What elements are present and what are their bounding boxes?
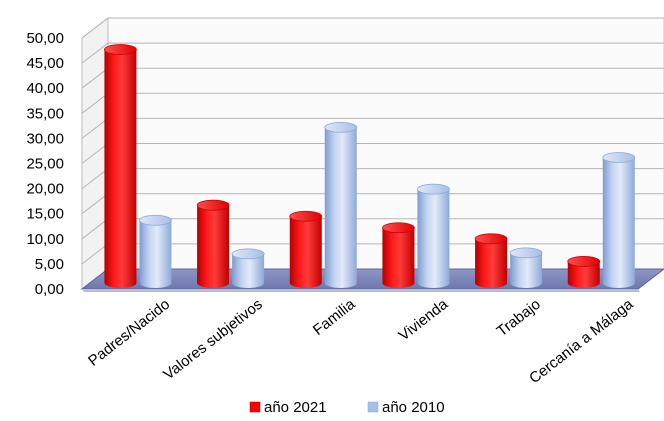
bar-año 2010-Valores subjetivos	[231, 248, 265, 288]
y-tick-label: 10,00	[26, 231, 64, 248]
legend-item: año 2010	[367, 399, 445, 416]
y-tick-label: 5,00	[35, 256, 64, 273]
y-tick-label: 0,00	[35, 281, 64, 298]
bar-año 2010-Vivienda	[417, 183, 450, 288]
gridline	[81, 143, 109, 164]
gridline	[81, 67, 109, 89]
y-tick-label: 25,00	[26, 156, 64, 173]
gridline	[81, 218, 109, 240]
x-category-label: Trabajo	[494, 296, 544, 340]
y-tick-label: 35,00	[26, 105, 64, 122]
bar-año 2021-Trabajo	[474, 233, 508, 288]
legend-label: año 2021	[264, 399, 327, 416]
bar-año 2010-Padres/Nacido	[139, 214, 172, 288]
bar-año 2021-Valores subjetivos	[196, 199, 230, 288]
x-category-label: Valores subjetivos	[160, 296, 266, 384]
gridline	[81, 42, 109, 64]
legend-item: año 2021	[249, 399, 327, 416]
x-category-label: Padres/Nacido	[85, 296, 173, 370]
y-tick-label: 45,00	[26, 55, 64, 72]
y-tick-label: 30,00	[26, 130, 64, 147]
x-category-label: Familia	[310, 295, 359, 339]
bar-año 2021-Cercanía a Málaga	[567, 256, 601, 288]
bar-año 2010-Trabajo	[509, 247, 543, 288]
y-tick-label: 40,00	[26, 80, 64, 97]
bar-año 2010-Familia	[324, 121, 358, 288]
y-tick-label: 15,00	[26, 206, 64, 223]
bar-año 2021-Familia	[289, 210, 323, 288]
gridline	[81, 92, 109, 114]
gridline	[81, 193, 109, 215]
chart-floor-edge	[82, 289, 640, 292]
gridline	[81, 17, 109, 39]
y-tick-label: 20,00	[26, 181, 64, 198]
bar-año 2021-Padres/Nacido	[104, 44, 137, 288]
y-tick-label: 50,00	[26, 30, 64, 47]
gridline	[81, 118, 109, 139]
bar-año 2021-Vivienda	[382, 222, 415, 288]
x-category-label: Vivienda	[396, 295, 452, 344]
legend-label: año 2010	[382, 399, 445, 416]
gridline	[81, 243, 109, 265]
legend-swatch	[367, 401, 379, 413]
gridline	[81, 168, 109, 189]
legend-swatch	[249, 401, 261, 413]
bar-año 2010-Cercanía a Málaga	[602, 152, 636, 288]
